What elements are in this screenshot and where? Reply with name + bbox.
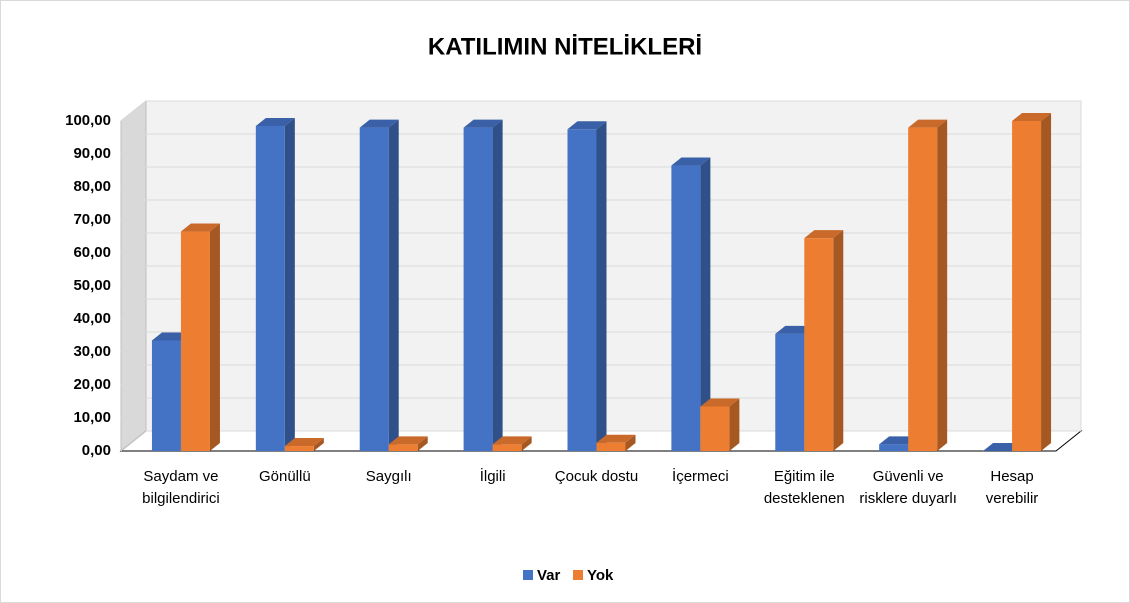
bar-front	[879, 444, 909, 451]
bar-top	[671, 157, 711, 166]
bar	[596, 434, 636, 451]
bar-front	[671, 165, 701, 452]
y-tick-label: 30,00	[73, 343, 111, 360]
y-tick-label: 0,00	[82, 442, 111, 459]
grid-line	[120, 430, 1081, 452]
grid-line	[120, 298, 1081, 320]
bar-front	[255, 125, 285, 451]
bar-front	[700, 406, 730, 451]
bar	[492, 436, 532, 451]
grid-line	[120, 265, 1081, 287]
x-tick-label: İlgili	[479, 468, 506, 485]
bar-side	[417, 436, 428, 451]
bar-front	[180, 231, 210, 451]
y-tick-label: 50,00	[73, 277, 111, 294]
x-tick-label: Saygılı	[365, 468, 412, 485]
bar-top	[908, 119, 948, 128]
bar-top	[567, 121, 607, 130]
bar-top	[804, 230, 844, 239]
bar-top	[359, 119, 399, 128]
bar-front	[359, 127, 389, 451]
bar-top	[388, 436, 428, 445]
bar	[284, 438, 324, 451]
x-tick-label: Hesap verebilir	[985, 468, 1039, 507]
y-tick-label: 70,00	[73, 211, 111, 228]
bar-front	[567, 129, 597, 451]
bar-front	[775, 333, 805, 451]
x-tick-label: Çocuk dostu	[554, 468, 639, 485]
y-tick-label: 60,00	[73, 244, 111, 261]
x-tick-label: Eğitim ile desteklenen	[763, 468, 845, 507]
bar-side	[625, 434, 636, 451]
grid-line	[120, 364, 1081, 386]
y-tick-label: 20,00	[73, 376, 111, 393]
bar-front	[492, 444, 522, 451]
bar-front	[804, 238, 834, 451]
y-tick-label: 10,00	[73, 409, 111, 426]
bar-side	[700, 157, 711, 452]
legend-label: Yok	[587, 567, 614, 584]
bar-front	[151, 340, 181, 451]
legend-swatch	[573, 570, 583, 580]
bar-side	[284, 117, 295, 451]
bar-top	[255, 117, 295, 126]
grid-line	[120, 199, 1081, 221]
bar-front	[596, 442, 626, 451]
y-tick-label: 100,00	[65, 112, 111, 129]
bar-front	[908, 127, 938, 451]
bar-top	[463, 119, 503, 128]
chart-title: KATILIMIN NİTELİKLERİ	[428, 33, 702, 60]
bar-top	[700, 398, 740, 407]
bar-side	[388, 119, 399, 451]
bar-top	[596, 434, 636, 443]
bar-side	[313, 438, 324, 451]
y-tick-label: 40,00	[73, 310, 111, 327]
bar-top	[1012, 113, 1052, 121]
x-tick-label: Güvenli ve risklere duyarlı	[859, 468, 957, 507]
legend-swatch	[523, 570, 533, 580]
bar-front	[1012, 121, 1042, 451]
bar-front	[463, 127, 493, 451]
x-tick-label: Gönüllü	[258, 468, 311, 485]
bar-top	[492, 436, 532, 445]
grid-line	[120, 133, 1081, 155]
grid-line	[120, 232, 1081, 254]
bar	[359, 119, 399, 451]
grid-line	[120, 397, 1081, 419]
y-tick-label: 80,00	[73, 178, 111, 195]
bar-side	[1041, 113, 1052, 451]
bar-side	[729, 398, 740, 451]
bar-front	[388, 444, 418, 451]
bar	[180, 223, 220, 451]
bar	[671, 157, 711, 452]
bar	[908, 119, 948, 451]
bar	[1012, 113, 1052, 451]
bar-top	[284, 438, 324, 447]
bar	[388, 436, 428, 451]
bar-side	[492, 119, 503, 451]
bar-side	[833, 230, 844, 451]
x-tick-label: İçermeci	[672, 468, 729, 485]
bar-side	[209, 223, 220, 451]
y-tick-label: 90,00	[73, 145, 111, 162]
bar	[255, 117, 295, 451]
grid-line	[120, 100, 1081, 122]
bar-side	[596, 121, 607, 451]
legend-label: Var	[537, 567, 561, 584]
bar-side	[937, 119, 948, 451]
bar	[700, 398, 740, 451]
bar-side	[521, 436, 532, 451]
bar	[567, 121, 607, 451]
x-tick-label: Saydam ve bilgilendirici	[142, 468, 220, 507]
bar-top	[180, 223, 220, 232]
bar-front	[284, 446, 314, 451]
bar	[804, 230, 844, 451]
bar	[463, 119, 503, 451]
grid-line	[120, 166, 1081, 188]
grid-line	[120, 331, 1081, 353]
